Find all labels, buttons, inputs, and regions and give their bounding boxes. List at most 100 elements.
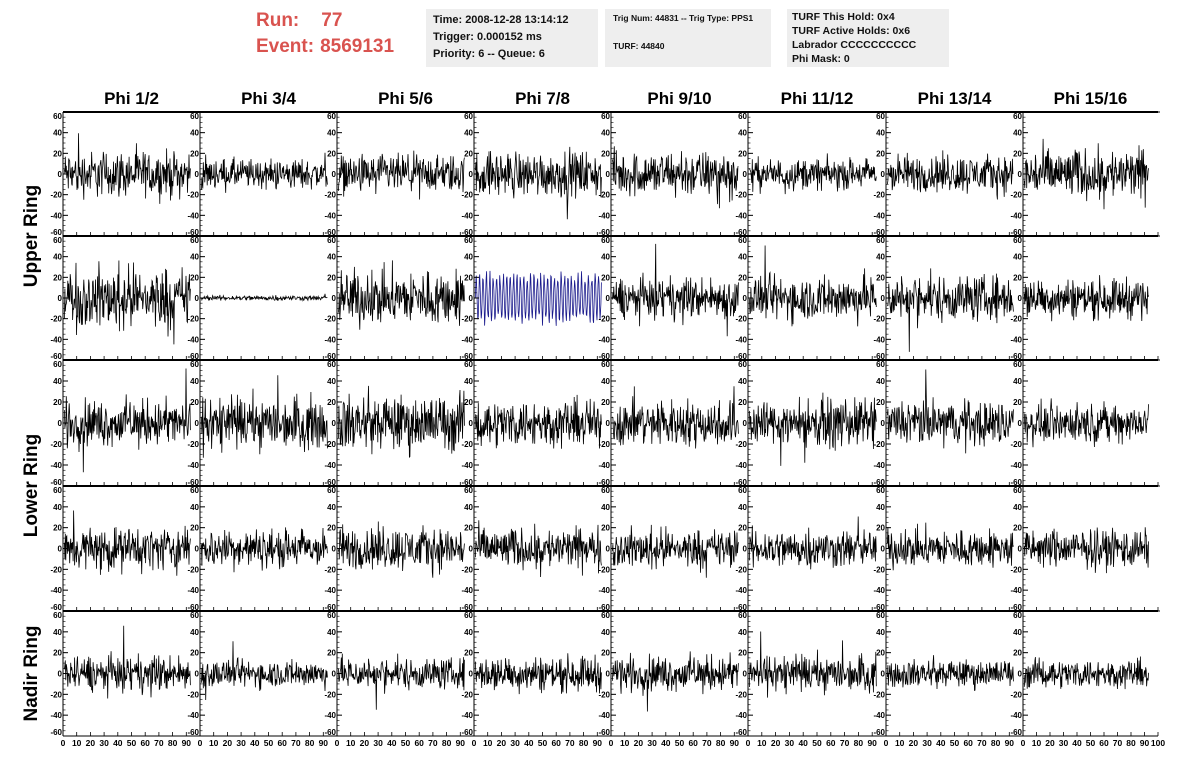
x-tick-label: 50 — [264, 738, 274, 748]
waveform-trace — [887, 655, 1014, 691]
x-tick-label: 0 — [746, 738, 751, 748]
time-info-box: Time: 2008-12-28 13:14:12 Trigger: 0.000… — [426, 9, 598, 67]
waveform-trace — [64, 133, 191, 204]
y-tick-label: 60 — [464, 486, 473, 495]
x-tick-label: 50 — [401, 738, 411, 748]
y-tick-label: 20 — [601, 649, 610, 658]
y-tick-label: 0 — [58, 170, 63, 179]
y-tick-label: -20 — [735, 565, 747, 574]
y-tick-label: 40 — [464, 628, 473, 637]
y-tick-label: 0 — [195, 294, 200, 303]
waveform-panel: 60 40 20 0 -20 -40 -60 — [873, 111, 1024, 237]
y-tick-label: -60 — [187, 603, 199, 612]
y-tick-label: 40 — [601, 503, 610, 512]
y-tick-label: 20 — [327, 149, 336, 158]
waveform-panel: 60 40 20 0 -20 -40 -60 — [1010, 235, 1159, 361]
x-tick-label: 50 — [127, 738, 137, 748]
waveform-trace — [475, 146, 602, 220]
waveform-panel: 60 40 20 0 -20 -40 -60 — [324, 610, 475, 737]
y-tick-label: 20 — [53, 524, 62, 533]
x-tick-label: 20 — [1045, 738, 1055, 748]
x-tick-label: 20 — [86, 738, 96, 748]
y-tick-label: 60 — [738, 611, 747, 620]
y-tick-label: 60 — [876, 611, 885, 620]
y-tick-label: 40 — [53, 377, 62, 386]
x-tick-label: 20 — [909, 738, 919, 748]
x-tick-label: 60 — [826, 738, 836, 748]
x-tick-label: 80 — [305, 738, 315, 748]
x-tick-label: 40 — [524, 738, 534, 748]
y-tick-label: -40 — [324, 586, 336, 595]
run-event-block: Run: 77 Event: 8569131 — [256, 8, 394, 60]
y-tick-label: -20 — [187, 565, 199, 574]
waveform-trace — [201, 641, 328, 701]
y-tick-label: -40 — [873, 711, 885, 720]
x-tick-label: 10 — [757, 738, 767, 748]
column-header: Phi 7/8 — [515, 89, 570, 108]
x-tick-label: 60 — [277, 738, 287, 748]
run-label: Run: — [256, 10, 300, 31]
y-tick-label: -20 — [50, 315, 62, 324]
y-tick-label: 0 — [881, 294, 886, 303]
y-tick-label: -60 — [324, 478, 336, 487]
waveform-panel: 60 40 20 0 -20 -40 -60 — [461, 359, 612, 487]
x-tick-label: 90 — [867, 738, 877, 748]
y-tick-label: -60 — [461, 352, 473, 361]
waveform-trace — [612, 386, 739, 449]
y-tick-label: 0 — [469, 419, 474, 428]
x-tick-label: 60 — [414, 738, 424, 748]
x-tick-label: 0 — [61, 738, 66, 748]
y-tick-label: 20 — [190, 398, 199, 407]
y-tick-label: -60 — [187, 728, 199, 737]
y-tick-label: 40 — [601, 253, 610, 262]
waveform-panel: 60 40 20 0 -20 -40 -60 — [735, 485, 887, 612]
turf-info-box: TURF This Hold: 0x4 TURF Active Holds: 0… — [787, 9, 949, 67]
x-tick-label: 70 — [977, 738, 987, 748]
x-tick-label: 30 — [647, 738, 657, 748]
y-tick-label: -40 — [873, 335, 885, 344]
x-tick-label: 70 — [154, 738, 164, 748]
y-tick-label: 0 — [469, 670, 474, 679]
y-tick-label: 40 — [601, 129, 610, 138]
y-tick-label: -20 — [461, 315, 473, 324]
x-tick-label: 70 — [565, 738, 575, 748]
y-tick-label: -20 — [873, 191, 885, 200]
y-tick-label: 0 — [881, 545, 886, 554]
y-tick-label: -40 — [598, 586, 610, 595]
y-tick-label: -60 — [598, 603, 610, 612]
y-tick-label: -40 — [735, 711, 747, 720]
y-tick-label: 0 — [1018, 545, 1023, 554]
y-tick-label: 20 — [464, 398, 473, 407]
x-tick-label: 0 — [198, 738, 203, 748]
y-tick-label: -40 — [187, 211, 199, 220]
y-tick-label: 20 — [53, 149, 62, 158]
x-tick-label: 80 — [579, 738, 589, 748]
y-tick-label: -40 — [873, 586, 885, 595]
waveform-panel: 60 40 20 0 -20 -40 -60 — [735, 111, 887, 237]
waveform-trace — [1023, 398, 1149, 448]
y-tick-label: -40 — [735, 461, 747, 470]
y-tick-label: -60 — [50, 603, 62, 612]
x-tick-label: 90 — [1140, 738, 1150, 748]
x-tick-label: 10 — [620, 738, 630, 748]
turf-text: TURF: 44840 — [613, 41, 665, 51]
x-tick-label: 50 — [812, 738, 822, 748]
turf-active-holds-text: TURF Active Holds: 0x6 — [792, 25, 911, 37]
waveform-panel: 60 40 20 0 -20 -40 -60 — [598, 610, 749, 737]
y-tick-label: -40 — [598, 211, 610, 220]
y-tick-label: 40 — [738, 503, 747, 512]
x-tick-label: 0 — [1021, 738, 1026, 748]
x-tick-label: 80 — [442, 738, 452, 748]
waveform-panel: 60 40 20 0 -20 -40 -60 — [1010, 610, 1159, 737]
waveform-panel: 60 40 20 0 -20 -40 -60 — [873, 610, 1024, 737]
y-tick-label: 20 — [464, 524, 473, 533]
y-tick-label: 20 — [601, 149, 610, 158]
y-tick-label: 40 — [327, 503, 336, 512]
x-tick-label: 20 — [634, 738, 644, 748]
y-tick-label: 0 — [1018, 294, 1023, 303]
y-tick-label: -40 — [50, 586, 62, 595]
waveform-trace — [201, 152, 328, 193]
y-tick-label: 60 — [190, 486, 199, 495]
y-tick-label: 20 — [190, 649, 199, 658]
y-tick-label: 60 — [53, 611, 62, 620]
